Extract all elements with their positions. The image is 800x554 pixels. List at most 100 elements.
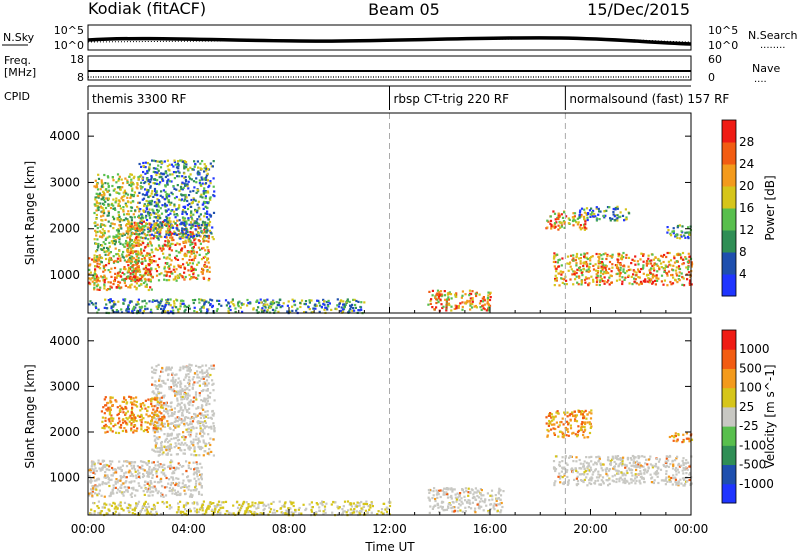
cell-power-7-444 (665, 271, 668, 275)
cell-power-2-177 (111, 176, 114, 179)
cell-velocity-0-169 (152, 490, 155, 493)
cell-power-1-96 (174, 275, 177, 278)
cell-power-0-38 (93, 288, 96, 291)
cell-velocity-1-51 (188, 423, 191, 426)
cell-power-4-191 (264, 299, 268, 302)
cell-velocity-0-371 (110, 474, 113, 477)
cell-power-2-258 (127, 260, 130, 263)
cell-power-3-602 (196, 221, 199, 224)
cell-power-3-436 (155, 205, 158, 208)
cell-velocity-3-238 (165, 505, 169, 508)
cell-velocity-0-355 (118, 490, 121, 493)
cell-power-7-49 (651, 280, 655, 283)
cell-power-3-215 (164, 205, 167, 208)
cell-velocity-2-235 (129, 414, 132, 417)
cell-power-4-248 (136, 300, 139, 304)
cell-power-3-609 (196, 209, 199, 212)
cell-power-8-41 (606, 206, 610, 209)
cell-velocity-0-285 (195, 471, 198, 474)
cell-power-0-144 (98, 263, 101, 266)
cell-velocity-0-166 (171, 492, 174, 495)
cell-power-2-73 (113, 207, 116, 210)
cell-power-1-204 (175, 249, 178, 253)
cell-power-3-242 (143, 228, 146, 231)
cell-power-3-387 (196, 171, 200, 174)
cell-power-1-131 (187, 240, 190, 243)
cell-power-2-238 (97, 208, 100, 212)
cell-velocity-0-393 (197, 490, 201, 494)
cell-power-1-269 (165, 244, 168, 247)
cell-power-3-592 (156, 235, 159, 238)
cell-power-3-341 (209, 198, 212, 201)
cell-power-0-9 (99, 275, 103, 278)
cell-velocity-1-134 (166, 434, 169, 437)
cell-power-0-83 (118, 281, 122, 284)
cell-power-3-528 (183, 217, 187, 220)
cell-power-2-51 (96, 249, 99, 252)
cell-velocity-3-269 (287, 507, 290, 510)
cell-power-2-294 (112, 189, 115, 192)
colorbar-tick-power-4: 20 (739, 179, 754, 193)
cell-power-7-339 (591, 255, 594, 258)
cell-power-0-161 (129, 266, 132, 269)
cell-power-7-69 (553, 265, 556, 268)
cell-power-1-524 (159, 247, 162, 250)
cell-power-6-40 (571, 219, 575, 223)
cell-power-6-68 (557, 224, 560, 227)
cell-velocity-1-62 (201, 370, 204, 373)
cell-power-3-399 (186, 231, 189, 234)
cell-power-2-143 (96, 257, 99, 260)
cell-power-2-111 (97, 196, 100, 199)
cell-power-3-485 (185, 180, 188, 183)
cell-velocity-0-234 (146, 482, 149, 485)
cell-power-7-224 (578, 276, 581, 279)
cell-power-3-69 (173, 160, 176, 163)
cell-power-1-369 (191, 262, 194, 265)
cell-velocity-1-506 (163, 433, 166, 436)
cell-power-8-10 (589, 215, 592, 218)
cell-power-3-310 (145, 214, 148, 217)
cell-power-3-459 (209, 214, 213, 217)
cell-power-3-173 (212, 194, 215, 197)
cell-power-3-543 (212, 160, 215, 163)
cell-velocity-3-383 (168, 504, 171, 507)
cell-power-2-187 (124, 177, 127, 180)
cell-power-2-310 (127, 213, 130, 216)
cell-velocity-3-367 (201, 503, 205, 506)
cell-velocity-3-329 (355, 505, 358, 508)
cell-power-2-140 (117, 227, 120, 231)
cell-power-1-287 (131, 265, 134, 268)
cell-power-1-299 (156, 263, 159, 267)
cell-power-7-485 (666, 284, 669, 287)
cell-velocity-2-47 (123, 396, 126, 399)
cell-power-4-293 (163, 305, 166, 308)
cell-power-3-282 (177, 207, 180, 210)
cell-power-2-414 (123, 245, 126, 248)
cell-power-5-29 (448, 291, 451, 294)
cell-velocity-3-175 (330, 503, 333, 506)
cell-velocity-1-459 (181, 395, 184, 398)
cell-power-3-391 (204, 197, 207, 200)
cell-velocity-0-92 (114, 486, 117, 489)
cell-power-5-40 (479, 306, 482, 309)
cell-velocity-3-214 (182, 510, 185, 514)
cell-power-1-278 (197, 226, 200, 229)
cell-power-3-231 (156, 208, 159, 212)
cell-power-6-59 (583, 215, 586, 218)
cell-power-1-214 (138, 270, 142, 273)
cell-power-3-279 (139, 185, 142, 188)
cell-velocity-0-411 (106, 464, 109, 467)
cell-velocity-0-338 (168, 489, 171, 493)
cell-power-2-395 (108, 235, 111, 238)
cell-power-7-397 (575, 255, 578, 258)
cell-power-6-62 (561, 216, 565, 219)
cell-power-7-317 (671, 282, 675, 285)
cell-power-4-133 (200, 306, 203, 309)
cell-power-2-441 (130, 255, 133, 258)
cell-power-3-515 (164, 219, 167, 222)
cell-power-0-215 (145, 283, 148, 286)
cell-velocity-0-76 (94, 467, 97, 470)
cell-velocity-0-416 (98, 483, 101, 486)
cell-power-3-464 (200, 193, 203, 196)
cell-power-7-340 (582, 264, 585, 267)
